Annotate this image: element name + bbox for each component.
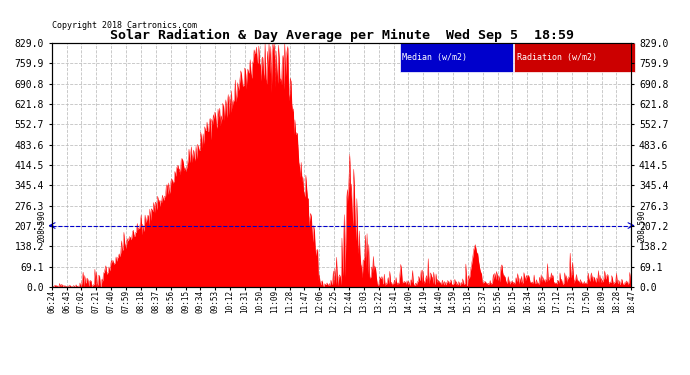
Text: Median (w/m2): Median (w/m2)	[402, 53, 467, 62]
Text: Copyright 2018 Cartronics.com: Copyright 2018 Cartronics.com	[52, 21, 197, 30]
Text: 208.590: 208.590	[637, 209, 646, 242]
Text: 208.590: 208.590	[37, 209, 46, 242]
FancyBboxPatch shape	[513, 43, 635, 72]
Title: Solar Radiation & Day Average per Minute  Wed Sep 5  18:59: Solar Radiation & Day Average per Minute…	[110, 29, 573, 42]
FancyBboxPatch shape	[400, 43, 513, 72]
Text: Radiation (w/m2): Radiation (w/m2)	[517, 53, 597, 62]
